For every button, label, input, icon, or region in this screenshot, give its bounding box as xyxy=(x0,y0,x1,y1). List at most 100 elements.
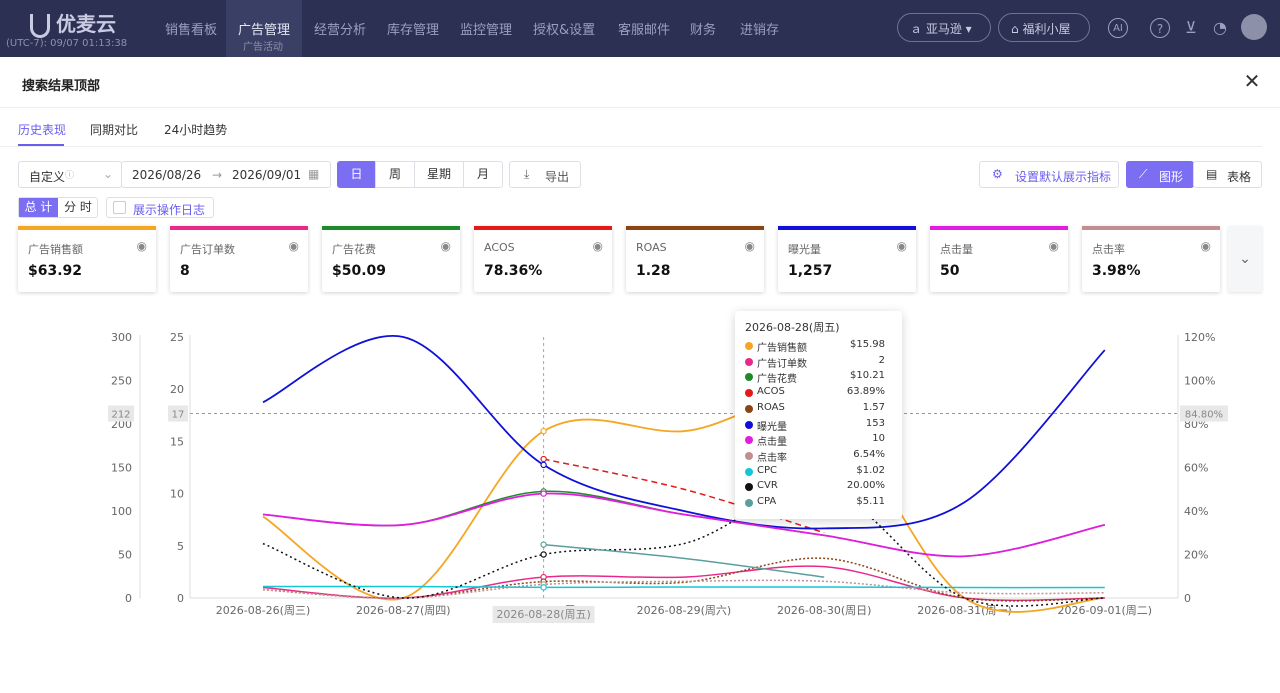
help-icon[interactable]: ? xyxy=(1150,18,1170,38)
tab-period-compare[interactable]: 同期对比 xyxy=(90,123,139,137)
brand-logo[interactable]: 优麦云 xyxy=(30,8,116,38)
metric-color-bar xyxy=(930,226,1068,230)
mode-total[interactable]: 总 计 xyxy=(19,198,58,217)
granularity-month[interactable]: 月 xyxy=(463,161,503,188)
avatar[interactable] xyxy=(1241,14,1267,40)
divider xyxy=(0,107,1280,108)
nav-sub-ad-campaign[interactable]: 广告活动 xyxy=(243,42,283,53)
arrow-icon: → xyxy=(212,168,223,182)
granularity-weekday[interactable]: 星期 xyxy=(414,161,464,188)
nav-item-business-analysis[interactable]: 经营分析 xyxy=(314,23,367,38)
series-point[interactable] xyxy=(540,455,547,463)
chevron-down-icon: ▾ xyxy=(961,22,972,36)
metric-card[interactable]: ROAS ◉ 1.28 xyxy=(626,226,764,292)
logo-icon xyxy=(30,13,50,38)
view-table-label: 表格 xyxy=(1227,170,1252,184)
checkbox[interactable] xyxy=(113,201,126,214)
show-log-toggle[interactable]: 展示操作日志 xyxy=(106,197,214,218)
series-point[interactable] xyxy=(540,584,547,591)
metric-value: 1.28 xyxy=(636,263,671,279)
series-line xyxy=(262,490,1105,558)
tooltip-series-value: 153 xyxy=(865,417,885,429)
series-point[interactable] xyxy=(540,461,547,469)
nav-item-ad-management[interactable]: 广告管理 xyxy=(238,23,291,38)
date-range-picker[interactable]: 2026/08/26 → 2026/09/01 ▦ xyxy=(121,161,331,188)
metric-color-bar xyxy=(474,226,612,230)
series-dot xyxy=(745,373,753,382)
y-tick-label: 60% xyxy=(1184,462,1208,475)
metric-value: 1,257 xyxy=(788,263,833,279)
y-tick-label: 40% xyxy=(1184,505,1208,518)
crosshair-right-badge xyxy=(1180,405,1228,422)
metric-card[interactable]: 点击率 ◉ 3.98% xyxy=(1082,226,1220,292)
crosshair-right-label: 84.80% xyxy=(1185,410,1223,421)
mode-split[interactable]: 分 时 xyxy=(64,200,92,214)
eye-icon[interactable]: ◉ xyxy=(896,239,907,253)
tooltip-series-name: 广告销售额 xyxy=(757,343,807,354)
metric-card[interactable]: 广告订单数 ◉ 8 xyxy=(170,226,308,292)
nav-item-inventory[interactable]: 库存管理 xyxy=(387,23,440,38)
series-point[interactable] xyxy=(540,541,547,548)
y-tick-label: 5 xyxy=(177,540,184,553)
tooltip-series-value: $1.02 xyxy=(856,464,885,476)
eye-icon[interactable]: ◉ xyxy=(288,239,299,253)
ai-icon[interactable]: AI xyxy=(1108,18,1128,38)
metric-card[interactable]: ACOS ◉ 78.36% xyxy=(474,226,612,292)
info-icon: ⓘ xyxy=(65,171,75,181)
eye-icon[interactable]: ◉ xyxy=(744,239,755,253)
show-log-label: 展示操作日志 xyxy=(133,203,206,217)
series-point[interactable] xyxy=(540,551,547,558)
timezone-clock: (UTC-7): 09/07 01:13:38 xyxy=(6,38,128,49)
series-dot xyxy=(745,436,753,445)
nav-item-monitoring[interactable]: 监控管理 xyxy=(460,23,513,38)
nav-item-sales-board[interactable]: 销售看板 xyxy=(165,23,218,38)
more-metrics-button[interactable]: ⌄ xyxy=(1228,226,1262,292)
series-dot xyxy=(745,467,753,476)
tooltip-row: CPA $5.11 xyxy=(745,495,895,510)
trend-chart[interactable]: 3002502001501005002520151050120%100%80%6… xyxy=(0,307,1280,687)
cart-icon[interactable]: ⊻ xyxy=(1185,18,1197,37)
series-point[interactable] xyxy=(540,427,547,435)
bell-icon[interactable]: ◔ xyxy=(1213,18,1227,37)
welfare-button[interactable]: ⌂ 福利小屋 xyxy=(998,13,1090,42)
metric-card[interactable]: 曝光量 ◉ 1,257 xyxy=(778,226,916,292)
eye-icon[interactable]: ◉ xyxy=(592,239,603,253)
marketplace-select[interactable]: ａ 亚马逊 ▾ xyxy=(897,13,991,42)
metric-card[interactable]: 广告销售额 ◉ $63.92 xyxy=(18,226,156,292)
y-tick-label: 250 xyxy=(111,375,132,388)
view-table-button[interactable]: ▤ 表格 xyxy=(1193,161,1262,188)
granularity-day[interactable]: 日 xyxy=(337,161,376,188)
series-point[interactable] xyxy=(540,490,547,497)
export-button[interactable]: ⤓ 导出 xyxy=(509,161,581,188)
metric-label: 广告销售额 xyxy=(28,243,83,256)
x-tick-label: 2026-08-29(周六) xyxy=(637,604,732,617)
eye-icon[interactable]: ◉ xyxy=(1200,239,1211,253)
tooltip-row: ACOS 63.89% xyxy=(745,385,895,400)
nav-item-purchase-sales-stock[interactable]: 进销存 xyxy=(740,23,780,38)
eye-icon[interactable]: ◉ xyxy=(136,239,147,253)
tooltip-series-value: $10.21 xyxy=(850,370,885,382)
tooltip-row: CPC $1.02 xyxy=(745,464,895,479)
view-chart-button[interactable]: ⟋ 图形 xyxy=(1126,161,1194,188)
nav-item-auth-settings[interactable]: 授权&设置 xyxy=(533,23,596,38)
tooltip-row: CVR 20.00% xyxy=(745,479,895,494)
nav-item-service-mail[interactable]: 客服邮件 xyxy=(618,23,671,38)
tooltip-row: 点击量 10 xyxy=(745,432,895,448)
start-date[interactable]: 2026/08/26 xyxy=(132,168,202,182)
eye-icon[interactable]: ◉ xyxy=(440,239,451,253)
table-icon: ▤ xyxy=(1206,167,1218,181)
series-dot xyxy=(745,404,753,413)
tab-24h-trend[interactable]: 24小时趋势 xyxy=(164,123,228,137)
gear-icon: ⚙ xyxy=(992,167,1003,181)
tab-history[interactable]: 历史表现 xyxy=(18,123,67,137)
nav-item-finance[interactable]: 财务 xyxy=(690,23,717,38)
close-icon[interactable]: ✕ xyxy=(1243,69,1261,93)
metric-card[interactable]: 点击量 ◉ 50 xyxy=(930,226,1068,292)
granularity-week[interactable]: 周 xyxy=(375,161,415,188)
default-metrics-button[interactable]: ⚙ 设置默认展示指标 xyxy=(979,161,1119,188)
end-date[interactable]: 2026/09/01 xyxy=(232,168,302,182)
eye-icon[interactable]: ◉ xyxy=(1048,239,1059,253)
range-type-select[interactable]: 自定义 ⓘ ⌄ xyxy=(18,161,122,188)
tooltip-series-value: 1.57 xyxy=(862,401,885,413)
metric-card[interactable]: 广告花费 ◉ $50.09 xyxy=(322,226,460,292)
